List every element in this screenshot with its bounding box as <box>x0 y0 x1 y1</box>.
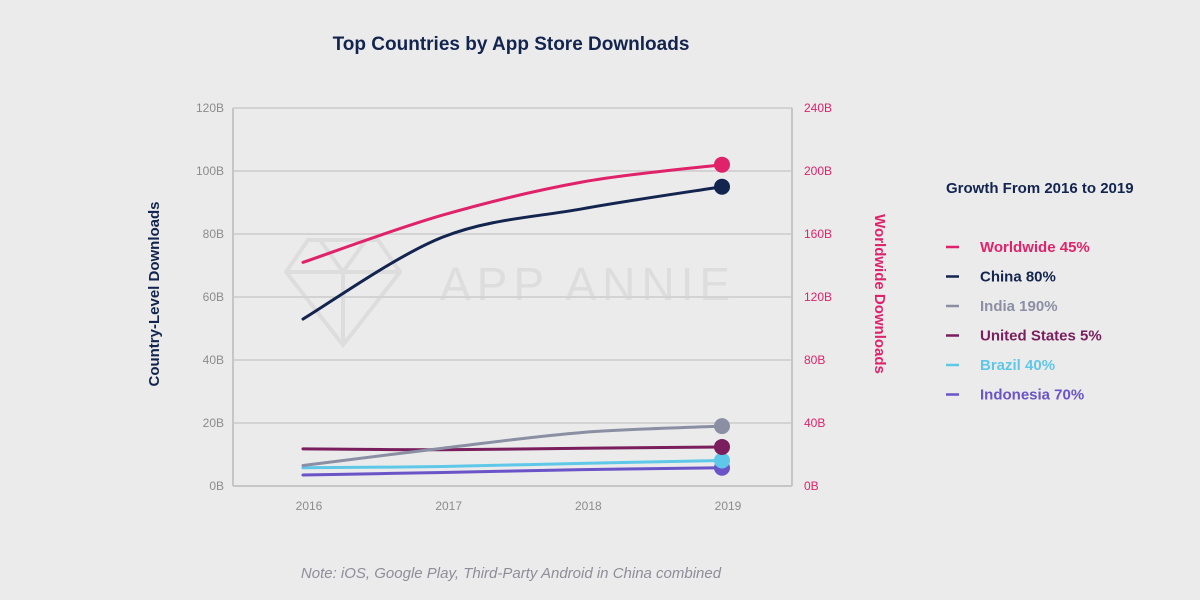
left-axis-label: Country-Level Downloads <box>146 201 163 386</box>
axes <box>232 108 793 487</box>
right-tick-label: 80B <box>804 353 825 367</box>
legend-item: Brazil 40% <box>980 357 1055 374</box>
right-tick-label: 120B <box>804 290 832 304</box>
legend-item: China 80% <box>980 269 1056 286</box>
legend-item: Worldwide 45% <box>980 239 1090 256</box>
chart-title: Top Countries by App Store Downloads <box>333 34 690 55</box>
series-line-india <box>301 424 724 468</box>
legend-item: Indonesia 70% <box>980 387 1084 404</box>
right-tick-label: 40B <box>804 416 825 430</box>
legend: Growth From 2016 to 2019 Worldwide 45% Ch… <box>946 180 1134 404</box>
series-line-brazil <box>301 458 724 470</box>
left-tick-label: 100B <box>196 164 224 178</box>
endpoint-marker-india <box>714 418 730 435</box>
watermark: APP ANNIE <box>283 238 736 349</box>
left-tick-label: 80B <box>203 227 224 241</box>
left-axis-ticks: 0B 20B 40B 60B 80B 100B 120B <box>196 101 224 493</box>
grid <box>233 107 792 424</box>
x-tick-label: 2018 <box>575 499 602 513</box>
right-tick-label: 200B <box>804 164 832 178</box>
endpoint-marker-united-states <box>714 438 730 455</box>
x-axis-ticks: 2016 2017 2018 2019 <box>296 499 742 513</box>
endpoint-marker-worldwide <box>714 156 730 173</box>
watermark-text: APP ANNIE <box>440 258 736 310</box>
series-line-worldwide <box>301 163 724 264</box>
legend-item: India 190% <box>980 298 1058 315</box>
right-tick-label: 0B <box>804 479 819 493</box>
right-tick-label: 240B <box>804 101 832 115</box>
series-line-indonesia <box>301 466 724 477</box>
series-line-china <box>301 185 724 321</box>
x-tick-label: 2016 <box>296 499 323 513</box>
series-line-united-states <box>301 445 724 452</box>
left-tick-label: 120B <box>196 101 224 115</box>
series-lines <box>301 156 730 477</box>
footnote: Note: iOS, Google Play, Third-Party Andr… <box>301 565 722 582</box>
legend-title: Growth From 2016 to 2019 <box>946 180 1134 197</box>
x-tick-label: 2019 <box>715 499 742 513</box>
legend-item: United States 5% <box>980 328 1102 345</box>
endpoint-marker-brazil <box>714 452 730 469</box>
left-tick-label: 20B <box>203 416 224 430</box>
left-tick-label: 60B <box>203 290 224 304</box>
x-tick-label: 2017 <box>435 499 462 513</box>
endpoint-marker-china <box>714 178 730 195</box>
right-axis-ticks: 0B 40B 80B 120B 160B 200B 240B <box>804 101 832 493</box>
right-tick-label: 160B <box>804 227 832 241</box>
right-axis-label: Worldwide Downloads <box>871 214 888 374</box>
left-tick-label: 40B <box>203 353 224 367</box>
left-tick-label: 0B <box>209 479 224 493</box>
